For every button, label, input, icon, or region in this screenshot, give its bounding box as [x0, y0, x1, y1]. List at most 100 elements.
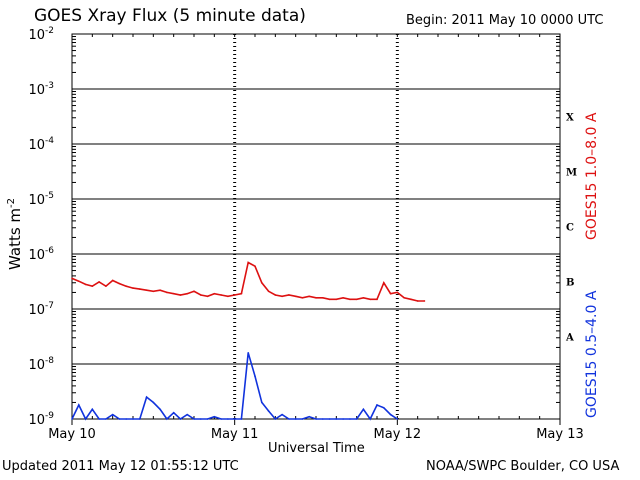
y-tick-exp: -4	[45, 136, 54, 146]
data-point-short	[281, 413, 283, 416]
data-point-short	[132, 418, 134, 420]
y-tick-base: 10	[28, 303, 45, 318]
data-point-long	[105, 285, 107, 287]
data-point-long	[233, 294, 236, 296]
y-tick-base: 10	[28, 358, 45, 373]
data-point-long	[301, 296, 304, 299]
data-point-long	[98, 281, 100, 283]
data-point-long	[410, 298, 412, 301]
data-point-short	[227, 418, 229, 420]
flare-class-label: M	[566, 168, 577, 179]
data-point-long	[220, 294, 222, 296]
data-point-long	[382, 281, 385, 284]
data-point-short	[145, 396, 148, 398]
data-point-long	[186, 292, 189, 295]
data-point-short	[233, 418, 236, 420]
y-tick-base: 10	[28, 83, 45, 98]
data-point-long	[159, 289, 161, 291]
data-point-short	[118, 418, 121, 420]
data-point-short	[159, 408, 161, 411]
data-point-short	[125, 418, 128, 420]
x-tick-label: May 11	[211, 427, 259, 442]
data-point-long	[308, 295, 311, 298]
data-point-short	[206, 418, 209, 420]
data-point-short	[254, 375, 256, 378]
data-point-long	[213, 292, 216, 295]
data-point-short	[77, 404, 80, 406]
data-point-short	[179, 418, 182, 420]
data-point-short	[71, 418, 73, 420]
data-point-long	[166, 291, 168, 294]
data-point-long	[125, 285, 128, 287]
data-point-long	[172, 292, 175, 295]
data-point-short	[172, 411, 175, 414]
y-tick-label: 10-2	[28, 26, 54, 43]
data-point-long	[111, 279, 114, 282]
y-tick-exp: -6	[45, 246, 54, 256]
data-point-long	[132, 287, 134, 289]
data-point-short	[91, 408, 94, 411]
y-tick-exp: -8	[45, 356, 54, 366]
data-point-long	[267, 290, 270, 293]
data-point-long	[77, 280, 80, 283]
y-tick-label: 10-9	[28, 411, 54, 428]
y-tick-label: 10-8	[28, 356, 54, 373]
data-point-short	[274, 418, 277, 420]
x-axis-title: Universal Time	[268, 441, 365, 456]
data-point-long	[342, 296, 344, 299]
credit: NOAA/SWPC Boulder, CO USA	[426, 459, 620, 474]
updated-time: Updated 2011 May 12 01:55:12 UTC	[2, 459, 239, 474]
y-tick-base: 10	[28, 248, 45, 263]
y-tick-base: 10	[28, 413, 45, 428]
begin-time: Begin: 2011 May 10 0000 UTC	[406, 13, 604, 28]
data-point-long	[355, 298, 358, 301]
data-point-long	[247, 261, 250, 264]
x-tick-label: May 10	[48, 427, 96, 442]
data-point-short	[369, 418, 372, 420]
data-point-long	[396, 291, 399, 294]
data-point-short	[111, 413, 114, 416]
data-point-short	[294, 418, 297, 420]
y-tick-base: 10	[28, 193, 45, 208]
y-tick-label: 10-7	[28, 301, 54, 318]
y-tick-label: 10-3	[28, 81, 54, 98]
y-tick-label: 10-4	[28, 136, 54, 153]
data-point-long	[389, 292, 392, 295]
data-point-short	[213, 415, 216, 418]
data-point-long	[152, 290, 155, 293]
data-point-short	[186, 413, 189, 416]
y-tick-label: 10-6	[28, 246, 54, 263]
data-point-long	[145, 289, 148, 291]
data-point-long	[71, 277, 73, 280]
data-point-long	[349, 298, 351, 301]
data-point-short	[193, 418, 195, 420]
data-point-short	[382, 406, 385, 409]
data-point-short	[247, 351, 250, 354]
x-tick-label: May 12	[374, 427, 422, 442]
data-point-long	[362, 296, 365, 299]
data-point-short	[335, 418, 338, 420]
data-point-short	[199, 418, 202, 420]
flare-class-label: B	[566, 278, 574, 289]
data-point-long	[240, 292, 243, 295]
data-point-short	[260, 401, 263, 404]
data-point-long	[254, 265, 256, 268]
data-point-short	[362, 408, 365, 411]
data-point-short	[301, 418, 304, 420]
data-point-short	[105, 418, 107, 420]
data-point-short	[349, 418, 351, 420]
data-point-short	[220, 418, 222, 420]
y-tick-exp: -2	[45, 26, 54, 36]
data-point-long	[193, 290, 195, 293]
data-point-long	[274, 294, 277, 296]
data-point-long	[91, 285, 94, 287]
y-tick-exp: -5	[45, 191, 54, 201]
data-point-short	[166, 418, 168, 420]
data-point-short	[355, 418, 358, 420]
data-point-short	[138, 418, 141, 420]
flare-class-label: A	[565, 333, 574, 344]
data-point-long	[403, 296, 405, 299]
data-point-long	[260, 281, 263, 284]
y-tick-exp: -9	[45, 411, 54, 421]
